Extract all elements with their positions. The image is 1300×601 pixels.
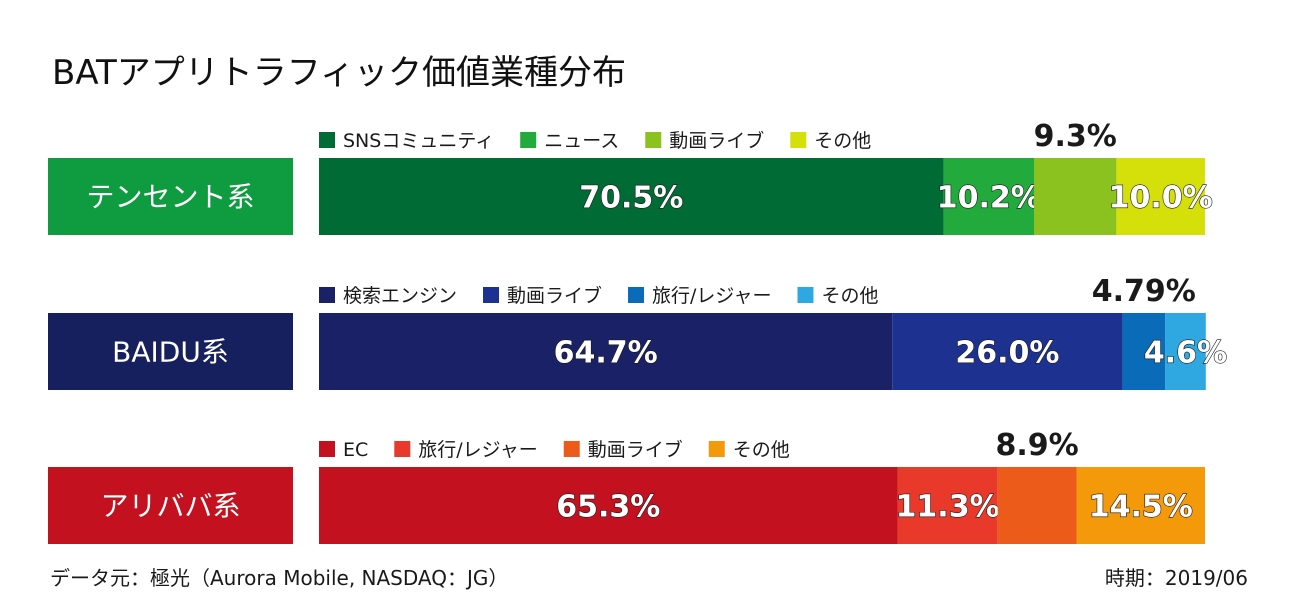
legend-swatch [708, 441, 725, 457]
legend-label: 動画ライブ [588, 438, 683, 461]
chart-title: BATアプリトラフィック価値業種分布 [52, 53, 626, 93]
legend-label: 旅行/レジャー [418, 439, 537, 461]
data-label: 14.5% [1089, 490, 1193, 525]
legend-label: 動画ライブ [507, 284, 602, 307]
legend-swatch [319, 287, 335, 303]
group-label: アリババ系 [100, 490, 240, 523]
bar-segment [1165, 313, 1206, 390]
data-label: 11.3% [896, 490, 1000, 525]
bar-segment [319, 158, 944, 235]
bar-segment [319, 313, 893, 390]
bar-segment [1034, 158, 1117, 235]
data-label: 70.5% [579, 181, 683, 216]
legend-label: その他 [821, 285, 878, 307]
legend-label: ニュース [544, 130, 619, 152]
legend-swatch [483, 287, 500, 303]
group-label: テンセント系 [86, 181, 254, 214]
legend-swatch [394, 441, 411, 457]
period-note: 時期：2019/06 [1104, 566, 1248, 590]
bar-segment [319, 467, 898, 544]
legend-label: その他 [733, 439, 790, 461]
bar-segment [997, 467, 1077, 544]
legend-swatch [319, 441, 335, 457]
legend-label: その他 [814, 130, 871, 152]
legend-swatch [628, 287, 645, 303]
bar-segment [897, 467, 998, 544]
legend-swatch [645, 132, 662, 148]
data-label: 4.79% [1092, 274, 1196, 309]
legend-label: 動画ライブ [669, 129, 764, 152]
group-label-box [48, 158, 293, 235]
data-label: 9.3% [1034, 119, 1117, 154]
data-label: 26.0% [955, 336, 1059, 371]
source-note: データ元：極光（Aurora Mobile, NASDAQ：JG） [50, 566, 509, 590]
legend-label: SNSコミュニティ [343, 130, 494, 152]
legend-swatch [563, 441, 580, 457]
data-label: 10.2% [937, 181, 1041, 216]
bar-segment [943, 158, 1035, 235]
data-label: 64.7% [554, 336, 658, 371]
group-label: BAIDU系 [112, 336, 229, 369]
group-label-box [48, 467, 293, 544]
bar-segment [1076, 467, 1205, 544]
legend-label: EC [343, 439, 368, 461]
legend-swatch [319, 132, 335, 148]
bar-segment [1116, 158, 1205, 235]
legend-label: 旅行/レジャー [652, 285, 771, 307]
legend-swatch [790, 132, 807, 148]
bar-segment [892, 313, 1123, 390]
legend-swatch [797, 287, 814, 303]
legend-label: 検索エンジン [343, 285, 457, 307]
data-label: 10.0% [1109, 181, 1213, 216]
data-label: 65.3% [556, 490, 660, 525]
bar-segment [1122, 313, 1166, 390]
group-label-box [48, 313, 293, 390]
data-label: 4.6% [1144, 336, 1227, 371]
legend-swatch [520, 132, 537, 148]
data-label: 8.9% [996, 428, 1079, 463]
